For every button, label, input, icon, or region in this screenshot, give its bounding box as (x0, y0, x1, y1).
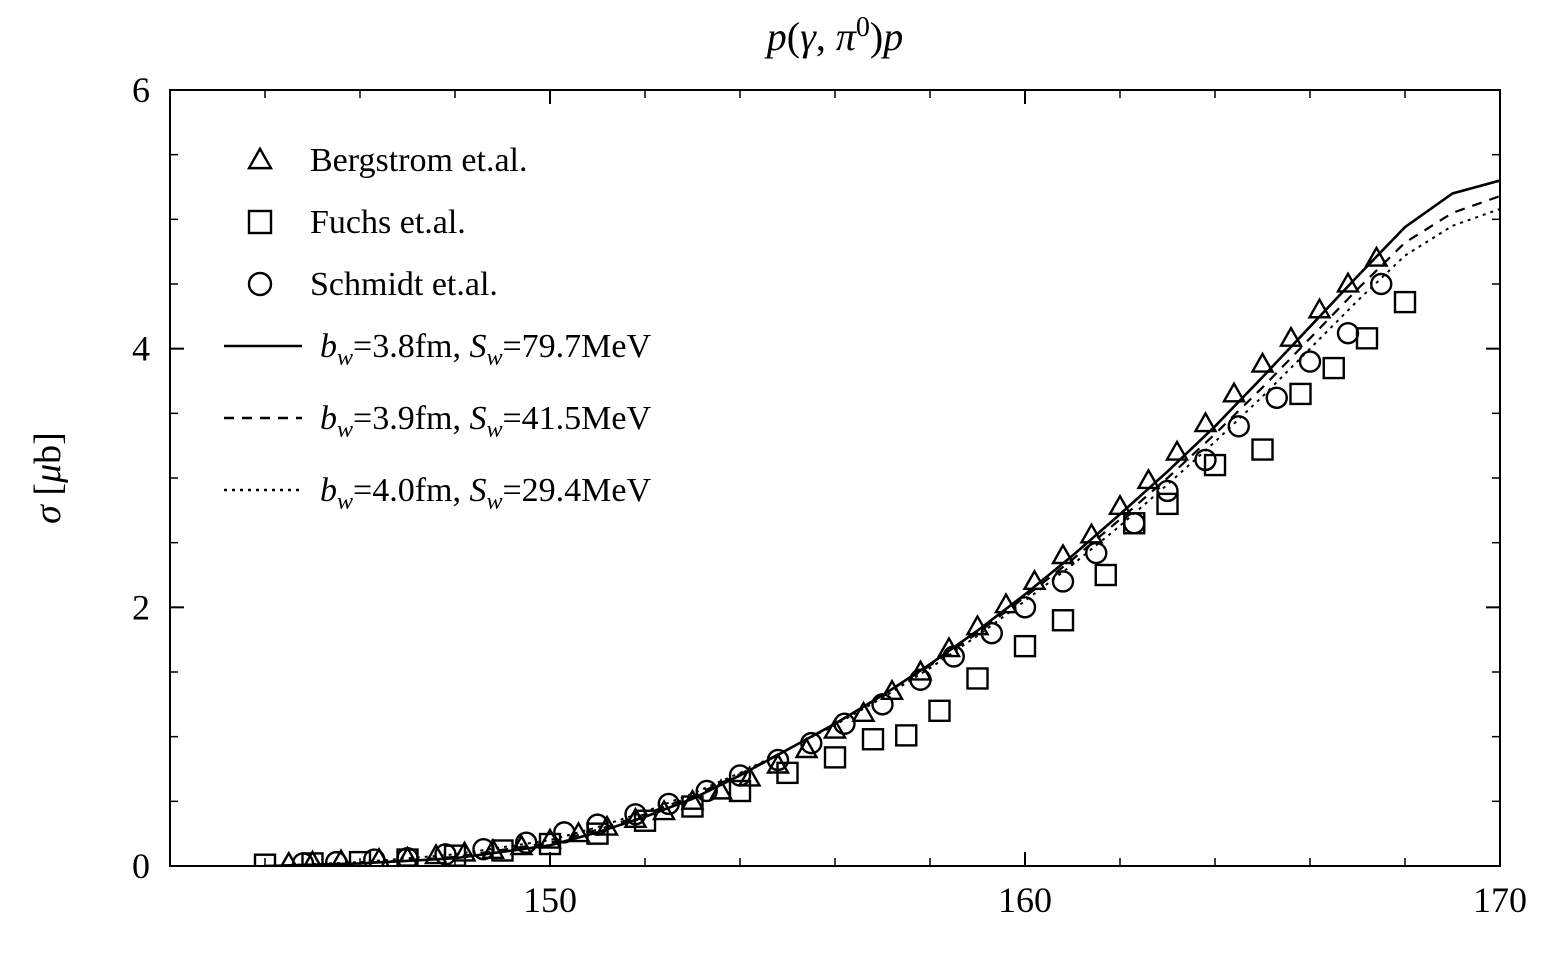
chart-container: 150 160 170 0 2 4 6 p(γ, π0)p σ [μb] Bergstrom et… (0, 0, 1555, 980)
point-fuchs (825, 747, 845, 767)
ytick-label: 0 (132, 846, 150, 886)
legend-label: Bergstrom et.al. (310, 142, 528, 179)
point-bergstrom (1110, 496, 1130, 514)
legend-label: Schmidt et.al. (310, 266, 498, 303)
chart-title: p(γ, π0)p (764, 12, 903, 59)
point-bergstrom (1139, 470, 1159, 488)
xtick-label: 160 (998, 880, 1052, 920)
point-schmidt (1300, 352, 1320, 372)
ylabel: σ [μb] (27, 432, 69, 524)
point-bergstrom (1281, 328, 1301, 346)
point-schmidt (554, 822, 574, 842)
legend-label: bw=4.0fm, Sw=29.4MeV (320, 472, 651, 515)
point-schmidt (1015, 597, 1035, 617)
point-fuchs (863, 729, 883, 749)
point-schmidt (1229, 416, 1249, 436)
point-schmidt (1371, 274, 1391, 294)
point-fuchs (968, 668, 988, 688)
point-fuchs (1291, 384, 1311, 404)
xtick-label: 150 (523, 880, 577, 920)
legend-marker (249, 211, 271, 233)
legend-label: bw=3.9fm, Sw=41.5MeV (320, 400, 651, 443)
point-fuchs (896, 725, 916, 745)
point-schmidt (1158, 481, 1178, 501)
point-schmidt (326, 852, 346, 872)
legend-marker (249, 273, 271, 295)
point-fuchs (1015, 636, 1035, 656)
point-fuchs (1053, 610, 1073, 630)
point-bergstrom (1338, 274, 1358, 292)
point-schmidt (1053, 571, 1073, 591)
point-schmidt (1086, 543, 1106, 563)
point-fuchs (1395, 292, 1415, 312)
point-fuchs (1357, 328, 1377, 348)
ytick-label: 6 (132, 70, 150, 110)
point-fuchs (1324, 358, 1344, 378)
point-schmidt (1267, 388, 1287, 408)
point-fuchs (930, 701, 950, 721)
legend-marker (249, 149, 271, 168)
point-schmidt (1338, 323, 1358, 343)
point-schmidt (1124, 513, 1144, 533)
point-fuchs (1253, 440, 1273, 460)
ytick-label: 4 (132, 329, 150, 369)
xtick-label: 170 (1473, 880, 1527, 920)
legend-label: bw=3.8fm, Sw=79.7MeV (320, 328, 651, 371)
legend-label: Fuchs et.al. (310, 204, 466, 241)
ytick-label: 2 (132, 587, 150, 627)
scatter-chart: 150 160 170 0 2 4 6 p(γ, π0)p σ [μb] Bergstrom et… (0, 0, 1555, 980)
point-fuchs (1096, 565, 1116, 585)
